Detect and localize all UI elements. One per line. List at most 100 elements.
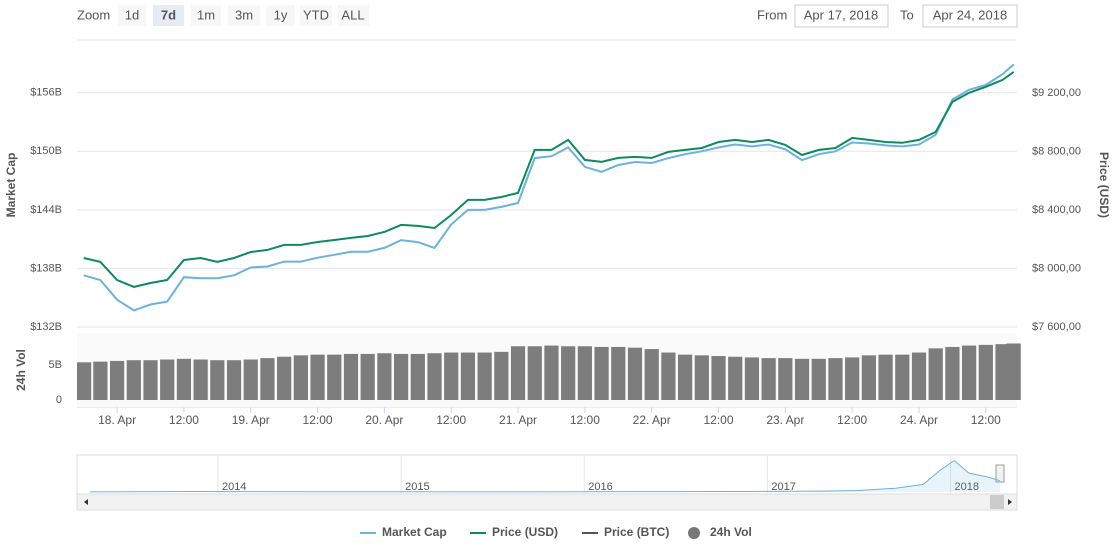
scrollbar[interactable] <box>76 493 1018 511</box>
volume-bar <box>310 354 325 400</box>
zoom-button-label[interactable]: 1d <box>125 7 139 22</box>
volume-bar <box>277 356 292 400</box>
volume-bar <box>878 354 893 400</box>
legend-symbol[interactable] <box>688 527 700 539</box>
y2-tick-label: $7 600,00 <box>1032 321 1081 333</box>
y-tick-label: $150B <box>30 145 62 157</box>
y2-tick-label: $9 200,00 <box>1032 87 1081 99</box>
y-tick-label: $138B <box>30 262 62 274</box>
x-tick-label: 23. Apr <box>766 413 804 427</box>
volume-bar <box>861 355 876 400</box>
legend-label[interactable]: 24h Vol <box>710 525 752 539</box>
x-tick-label: 12:00 <box>971 413 1001 427</box>
volume-bar <box>678 354 693 400</box>
legend-label[interactable]: Market Cap <box>382 525 447 539</box>
zoom-button-label[interactable]: ALL <box>341 7 364 22</box>
zoom-label: Zoom <box>77 7 110 22</box>
y-tick-label: $132B <box>30 321 62 333</box>
zoom-button-label[interactable]: 1y <box>274 7 288 22</box>
volume-bar <box>427 353 442 400</box>
navigator-handle[interactable] <box>995 464 1005 483</box>
volume-bar <box>577 346 592 400</box>
volume-bar <box>293 355 308 400</box>
zoom-button[interactable] <box>300 5 332 26</box>
zoom-button[interactable] <box>337 5 369 26</box>
from-label: From <box>757 7 787 22</box>
navigator-tick-label: 2018 <box>955 481 979 493</box>
volume-bar <box>226 360 242 400</box>
volume-bar <box>761 358 776 400</box>
volume-bar <box>828 358 843 400</box>
from-value[interactable]: Apr 17, 2018 <box>804 7 878 22</box>
volume-bar <box>895 354 910 400</box>
to-input[interactable] <box>922 4 1018 28</box>
volume-bar <box>377 353 392 400</box>
volume-bar <box>143 360 158 400</box>
to-value[interactable]: Apr 24, 2018 <box>933 7 1007 22</box>
volume-bar <box>744 357 760 400</box>
zoom-button[interactable] <box>266 5 295 26</box>
x-tick-label: 12:00 <box>436 413 466 427</box>
chart-layer: Zoom 1d 7d 1m 3m 1y YTD ALL From Apr 17, 2018 To Ap… <box>4 4 1111 539</box>
zoom-button-label[interactable]: YTD <box>303 7 329 22</box>
series-line <box>83 63 1015 312</box>
navigator-line <box>89 459 1001 493</box>
volume-bar <box>176 358 192 400</box>
y-tick-label: 0 <box>56 394 62 406</box>
x-tick-label: 20. Apr <box>365 413 403 427</box>
x-tick-label: 22. Apr <box>633 413 671 427</box>
volume-bar <box>694 355 709 400</box>
volume-bar <box>477 352 492 400</box>
zoom-button-label[interactable]: 1m <box>197 7 215 22</box>
volume-bar <box>494 351 509 400</box>
navigator-tick-label: 2015 <box>405 481 429 493</box>
x-tick-label: 12:00 <box>169 413 199 427</box>
volume-bar <box>661 352 676 400</box>
volume-bar <box>794 358 810 400</box>
from-input[interactable] <box>794 4 889 28</box>
volume-bar <box>544 345 559 400</box>
zoom-button[interactable] <box>153 5 184 26</box>
zoom-button[interactable] <box>228 5 260 26</box>
y-axis-title: 24h Vol <box>14 349 28 391</box>
zoom-button[interactable] <box>118 5 146 26</box>
x-tick-label: 19. Apr <box>232 413 270 427</box>
x-tick-label: 12:00 <box>837 413 867 427</box>
volume-bar <box>460 352 476 400</box>
volume-bar <box>77 362 92 400</box>
volume-bar <box>962 345 977 400</box>
volume-bar <box>393 353 409 400</box>
navigator-tick-label: 2017 <box>771 481 795 493</box>
y-tick-label: 5B <box>49 359 62 371</box>
volume-bar <box>978 344 993 400</box>
x-tick-label: 24. Apr <box>900 413 938 427</box>
y2-axis-title: Price (USD) <box>1097 152 1111 218</box>
volume-bar <box>260 358 275 400</box>
y2-tick-label: $8 000,00 <box>1032 262 1081 274</box>
volume-bar <box>611 346 626 400</box>
volume-bar <box>845 357 860 400</box>
volume-bar <box>811 358 826 400</box>
scrollbar-thumb[interactable] <box>990 495 1004 509</box>
volume-bar <box>644 349 659 400</box>
y2-tick-label: $8 400,00 <box>1032 204 1081 216</box>
zoom-button-label[interactable]: 7d <box>161 7 176 22</box>
navigator-tick-label: 2014 <box>222 481 246 493</box>
navigator-area <box>89 460 1001 492</box>
scroll-right-arrow[interactable] <box>1008 499 1012 505</box>
legend-label[interactable]: Price (BTC) <box>604 525 669 539</box>
x-tick-label: 12:00 <box>570 413 600 427</box>
volume-bar <box>210 360 225 400</box>
y-tick-label: $144B <box>30 204 62 216</box>
zoom-button[interactable] <box>191 5 221 26</box>
legend-label[interactable]: Price (USD) <box>492 525 558 539</box>
zoom-button-label[interactable]: 3m <box>235 7 253 22</box>
volume-bar <box>711 356 726 400</box>
volume-bar <box>1006 343 1021 400</box>
volume-bar <box>93 361 108 400</box>
y-tick-label: $156B <box>30 87 62 99</box>
volume-bar <box>728 356 743 400</box>
volume-bar <box>109 360 125 400</box>
to-label: To <box>900 7 914 22</box>
scroll-left-arrow[interactable] <box>84 499 88 505</box>
